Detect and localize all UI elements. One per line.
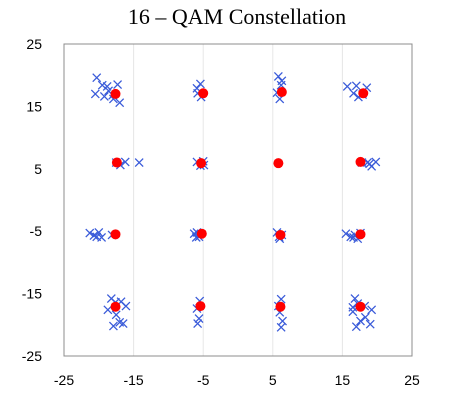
x-marker-point [103, 305, 113, 315]
x-marker-point [360, 312, 370, 322]
y-tick-label: -15 [22, 286, 42, 302]
dot-marker-point [196, 158, 207, 169]
x-marker-point [89, 231, 99, 241]
x-marker-point [121, 301, 131, 311]
x-marker-point [348, 302, 358, 312]
dot-marker-point [110, 301, 121, 312]
dot-marker-point [195, 301, 206, 312]
chart-title: 16 – QAM Constellation [127, 4, 347, 29]
x-marker-point [356, 316, 365, 326]
x-tick-label: 15 [335, 372, 351, 388]
dot-marker-point [273, 158, 284, 169]
x-marker-point [94, 227, 104, 237]
x-marker-point [134, 158, 144, 168]
x-tick-label: -15 [123, 372, 143, 388]
x-marker-point [348, 307, 358, 317]
dot-marker-point [276, 87, 287, 98]
x-marker-point [276, 322, 286, 332]
x-marker-point [351, 322, 361, 332]
dot-marker-point [198, 88, 209, 99]
x-marker-point [367, 305, 377, 315]
x-marker-point [108, 321, 118, 331]
x-tick-label: -5 [197, 372, 210, 388]
dot-marker-point [196, 228, 207, 239]
x-marker-point [365, 159, 375, 169]
x-marker-point [351, 81, 361, 91]
y-tick-label: 25 [26, 36, 42, 52]
x-marker-point [118, 319, 128, 329]
x-marker-point [85, 228, 95, 238]
x-tick-label: 25 [404, 372, 420, 388]
x-marker-point [120, 157, 130, 167]
x-marker-point [365, 319, 375, 329]
dot-marker-point [275, 301, 286, 312]
x-marker-point [115, 98, 125, 108]
x-tick-label: 5 [269, 372, 277, 388]
dot-marker-point [355, 156, 366, 167]
x-marker-point [371, 157, 381, 167]
dot-marker-point [358, 88, 369, 99]
plot-frame [63, 43, 413, 357]
dot-marker-point [355, 229, 366, 240]
x-marker-point [99, 91, 109, 101]
dot-marker-point [275, 229, 286, 240]
x-marker-point [350, 294, 360, 304]
x-tick-label: -25 [54, 372, 74, 388]
dot-marker-point [111, 157, 122, 168]
x-marker-point [113, 80, 123, 90]
dot-marker-point [110, 88, 121, 99]
x-marker-point [194, 314, 204, 324]
y-tick-label: 15 [26, 98, 42, 114]
x-marker-point [92, 73, 102, 83]
x-marker-point [349, 88, 358, 98]
x-marker-point [111, 310, 121, 320]
y-tick-label: 5 [34, 161, 42, 177]
x-marker-point [90, 89, 100, 99]
x-marker-point [92, 232, 102, 242]
y-tick-label: -25 [22, 348, 42, 364]
dot-marker-point [355, 301, 366, 312]
x-marker-point [277, 76, 287, 86]
x-marker-point [341, 229, 351, 239]
dot-marker-point [110, 229, 121, 240]
x-marker-point [276, 294, 286, 304]
y-tick-label: -5 [30, 223, 43, 239]
x-marker-point [193, 319, 203, 329]
